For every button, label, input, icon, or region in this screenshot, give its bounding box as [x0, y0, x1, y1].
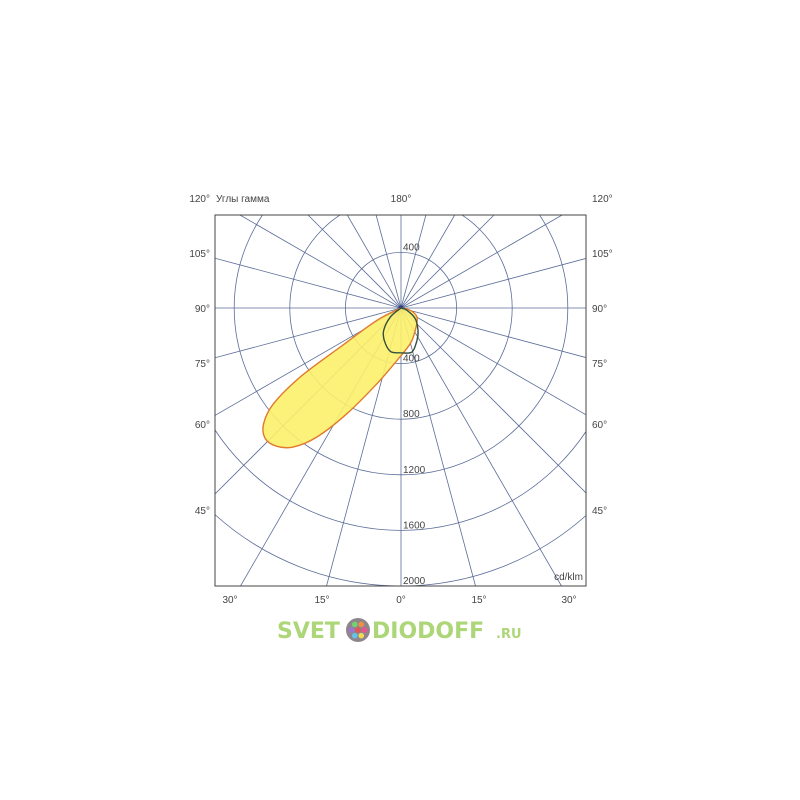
angle-label-left: 105°	[189, 249, 210, 260]
angle-label-left: 120°	[189, 194, 210, 205]
angle-label-left: 60°	[195, 420, 210, 431]
angle-label-right: 90°	[592, 304, 607, 315]
intensity-curve-yellow	[262, 307, 418, 449]
grid-spoke-30	[400, 307, 562, 586]
watermark-suffix: .RU	[496, 627, 522, 642]
grid-spoke-165	[400, 215, 427, 309]
angle-label-left: 90°	[195, 304, 210, 315]
angle-label-right: 105°	[592, 249, 613, 260]
angle-label-bottom: 15°	[314, 595, 329, 606]
radial-tick-label: 800	[403, 409, 420, 420]
grid-spoke-15	[400, 307, 476, 586]
angle-label-left: 45°	[195, 506, 210, 517]
watermark-text-right: DIODOFF	[372, 619, 484, 644]
radial-tick-label: 1200	[403, 465, 426, 476]
angle-label-bottom: 30°	[561, 595, 576, 606]
angle-label-bottom: 0°	[396, 595, 406, 606]
grid-spoke-135	[400, 215, 495, 309]
angle-label-right: 75°	[592, 359, 607, 370]
intensity-curve-green	[382, 307, 419, 354]
angle-label-right: 60°	[592, 420, 607, 431]
axis-labels: Углы гамма 180° cd/klm 400 400 800 1200 1600…	[189, 194, 612, 606]
plot-frame	[214, 214, 587, 587]
radial-tick-label-top: 400	[403, 242, 420, 253]
angle-label-bottom: 15°	[471, 595, 486, 606]
grid-spoke-75	[400, 307, 586, 358]
angle-label-right: 45°	[592, 506, 607, 517]
watermark-text-left: SVET	[277, 619, 340, 644]
watermark-logo-dot	[351, 632, 358, 639]
angle-label-left: 75°	[195, 359, 210, 370]
chart-title: Углы гамма	[216, 194, 270, 205]
angle-label-right: 120°	[592, 194, 613, 205]
grid-spoke-225	[307, 215, 402, 309]
radial-tick-label: 2000	[403, 576, 426, 587]
grid-spoke-210	[346, 215, 402, 309]
grid-spoke-150	[400, 215, 456, 309]
grid-spoke-120	[400, 215, 563, 309]
watermark-logo-dot	[355, 627, 361, 633]
radial-tick-label: 1600	[403, 520, 426, 531]
grid-spoke-285	[215, 307, 402, 359]
radial-tick-label: 400	[403, 354, 420, 365]
grid-spoke-195	[375, 215, 402, 309]
watermark-logo-dot	[348, 627, 355, 633]
grid-spoke-105	[400, 258, 586, 309]
watermark-logo-dot	[358, 632, 365, 639]
watermark-logo-dot	[358, 621, 365, 628]
watermark-logo-dot	[361, 627, 368, 633]
grid-spoke-240	[239, 215, 402, 309]
angle-label-bottom: 30°	[222, 595, 237, 606]
unit-label: cd/klm	[554, 572, 583, 583]
top-angle-label: 180°	[391, 194, 412, 205]
grid-spoke-45	[400, 307, 586, 494]
watermark-logo-dot	[351, 621, 358, 628]
watermark-logo: SVET DIODOFF .RU	[277, 618, 522, 644]
grid-spoke-255	[215, 257, 402, 309]
intensity-curves	[262, 307, 419, 449]
polar-grid	[215, 215, 586, 586]
grid-spoke-60	[400, 307, 586, 416]
